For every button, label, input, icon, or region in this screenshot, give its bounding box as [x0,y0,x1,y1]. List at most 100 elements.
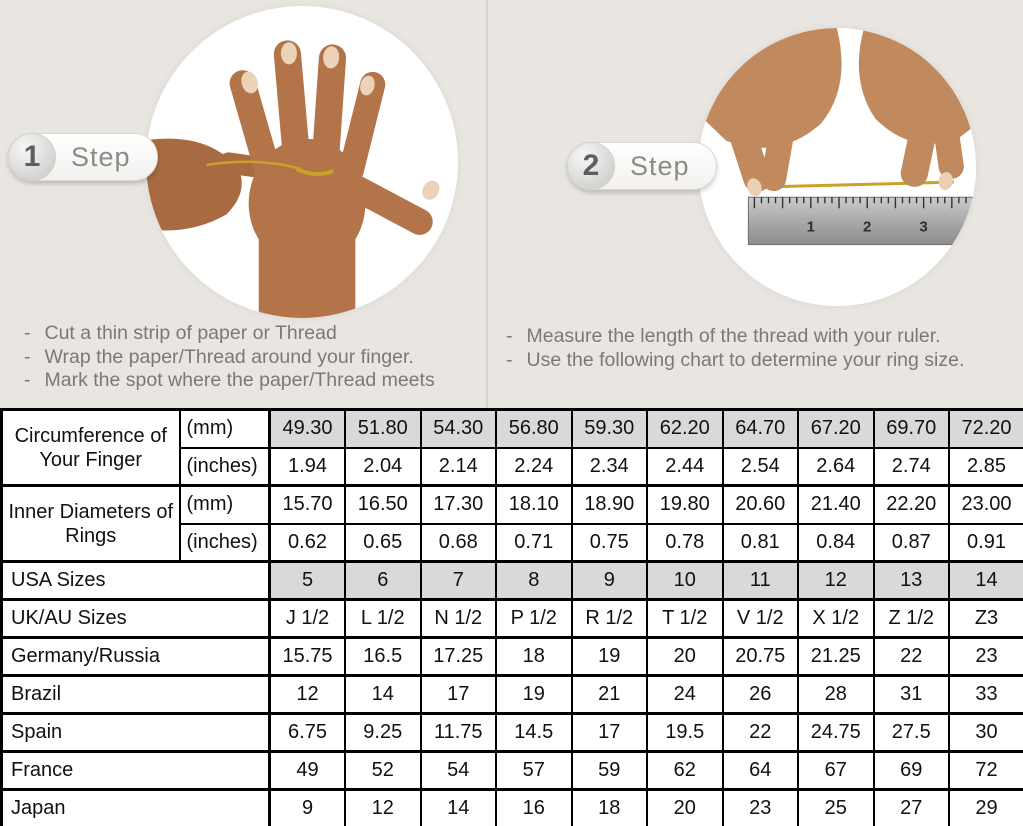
row-label-cell: USA Sizes [0,560,271,601]
size-value-cell: 14.5 [495,712,573,753]
size-value-cell: 11 [721,560,799,601]
size-value-cell: 16.50 [344,484,422,525]
size-value-cell: 69.70 [872,408,950,449]
size-value-cell: 0.91 [948,522,1023,563]
row-label-cell: Brazil [0,674,271,715]
size-value-cell: 29 [948,788,1023,826]
size-value-cell: 57 [495,750,573,791]
instruction-line: - Use the following chart to determine y… [506,349,964,373]
size-value-cell: 64.70 [721,408,799,449]
size-value-cell: 21.40 [797,484,875,525]
size-value-cell: 12 [344,788,422,826]
size-value-cell: 20 [646,636,724,677]
unit-cell: (inches) [178,446,271,487]
size-value-cell: 1.94 [268,446,346,487]
unit-cell: (mm) [178,408,271,449]
table-row: (inches) 1.94 2.04 2.14 2.24 2.34 2.44 2.54 2.64… [2,446,1023,487]
size-value-cell: 69 [872,750,950,791]
size-value-cell: 49 [268,750,346,791]
size-value-cell: 18 [570,788,648,826]
ruler-icon: 1 2 3 [698,28,976,306]
size-value-cell: 14 [419,788,497,826]
size-value-cell: 6.75 [268,712,346,753]
size-value-cell: 72 [948,750,1023,791]
size-value-cell: 2.85 [948,446,1023,487]
size-value-cell: 14 [344,674,422,715]
instruction-line: - Measure the length of the thread with … [506,325,964,349]
size-value-cell: 56.80 [495,408,573,449]
size-value-cell: 7 [419,560,497,601]
table-row: Japan 9 12 14 16 18 20 23 25 27 29 [0,788,1023,826]
size-value-cell: 51.80 [344,408,422,449]
hand-icon [146,6,458,318]
size-value-cell: 2.74 [872,446,950,487]
size-value-cell: 9.25 [344,712,422,753]
instruction-line: - Mark the spot where the paper/Thread m… [24,369,435,393]
size-value-cell: 6 [344,560,422,601]
size-value-cell: 9 [268,788,346,826]
step2-badge: 2 Step [567,142,717,190]
bullet-dash: - [506,325,513,347]
size-value-cell: 19 [495,674,573,715]
panel-divider [486,0,488,408]
size-value-cell: 12 [797,560,875,601]
row-label-cell: France [0,750,271,791]
bullet-dash: - [24,345,31,368]
size-value-cell: 0.62 [268,522,346,563]
size-value-cell: 64 [721,750,799,791]
size-value-cell: 49.30 [268,408,346,449]
instruction-text: Wrap the paper/Thread around your finger… [44,345,414,368]
size-value-cell: 0.71 [495,522,573,563]
svg-text:3: 3 [919,218,927,235]
size-value-cell: 18.90 [570,484,648,525]
size-value-cell: 17.25 [419,636,497,677]
size-value-cell: 22 [721,712,799,753]
size-value-cell: 19.5 [646,712,724,753]
size-value-cell: 2.14 [419,446,497,487]
step2-instructions: - Measure the length of the thread with … [506,325,964,372]
size-value-cell: 19 [570,636,648,677]
ring-size-conversion-table: Circumference of Your Finger (mm) 49.30 51.… [0,408,1023,826]
size-value-cell: 16.5 [344,636,422,677]
size-value-cell: 15.70 [268,484,346,525]
size-value-cell: 20.75 [721,636,799,677]
size-value-cell: Z 1/2 [872,598,950,639]
instruction-line: - Wrap the paper/Thread around your fing… [24,346,435,370]
svg-text:2: 2 [863,218,871,235]
table-row: Spain 6.75 9.25 11.75 14.5 17 19.5 22 24.75 27.5 3… [0,712,1023,753]
size-value-cell: 59.30 [570,408,648,449]
table-row: Germany/Russia 15.75 16.5 17.25 18 19 20 20.75 2… [0,636,1023,677]
row-label-cell: Japan [0,788,271,826]
row-label-cell: Circumference of Your Finger [0,408,181,487]
size-value-cell: 54 [419,750,497,791]
row-label-cell: Germany/Russia [0,636,271,677]
size-value-cell: 25 [797,788,875,826]
size-value-cell: 27.5 [872,712,950,753]
size-value-cell: X 1/2 [797,598,875,639]
size-value-cell: 30 [948,712,1023,753]
size-value-cell: 54.30 [419,408,497,449]
size-value-cell: 17.30 [419,484,497,525]
size-value-cell: 21.25 [797,636,875,677]
instructions-section: 1 2 3 [0,0,1023,408]
size-value-cell: 0.78 [646,522,724,563]
size-value-cell: 0.81 [721,522,799,563]
size-value-cell: 2.04 [344,446,422,487]
size-value-cell: 0.87 [872,522,950,563]
size-value-cell: 26 [721,674,799,715]
step1-photo [146,6,458,318]
step1-label: Step [71,141,131,172]
svg-text:1: 1 [807,218,815,235]
instruction-text: Cut a thin strip of paper or Thread [44,322,337,344]
size-value-cell: N 1/2 [419,598,497,639]
table-row: (inches) 0.62 0.65 0.68 0.71 0.75 0.78 0.81 0.84… [2,522,1023,563]
table-row: Inner Diameters of Rings (mm) 15.70 16.50 17… [0,484,1023,563]
unit-cell: (inches) [178,522,271,563]
size-value-cell: 2.24 [495,446,573,487]
size-value-cell: 18.10 [495,484,573,525]
size-value-cell: 13 [872,560,950,601]
bullet-dash: - [24,369,31,391]
size-value-cell: 33 [948,674,1023,715]
size-value-cell: 22.20 [872,484,950,525]
